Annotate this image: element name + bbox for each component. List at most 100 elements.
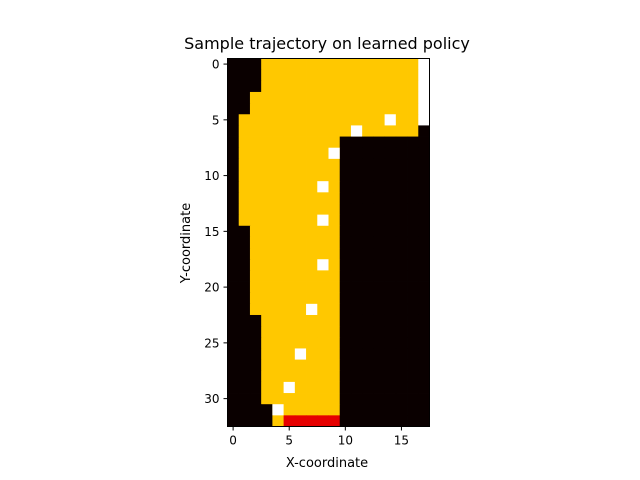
heatmap-cell-wall: [227, 281, 240, 294]
y-axis-label: Y-coordinate: [179, 203, 194, 284]
heatmap-cell-track: [384, 91, 397, 104]
heatmap-cell-wall: [350, 203, 363, 216]
heatmap-cell-track: [317, 203, 329, 216]
heatmap-cell-track: [272, 281, 285, 294]
heatmap-cell-track: [317, 281, 329, 294]
heatmap-cell-track: [373, 114, 386, 126]
heatmap-cell-wall: [362, 381, 374, 394]
heatmap-cell-wall: [227, 170, 240, 182]
heatmap-cell-track: [294, 370, 307, 383]
heatmap-cell-wall: [350, 326, 363, 338]
heatmap-cell-wall: [227, 214, 240, 227]
heatmap-cell-track: [306, 103, 318, 115]
heatmap-cell-wall: [384, 225, 397, 238]
heatmap-cell-track: [261, 281, 273, 294]
heatmap-cell-wall: [395, 158, 408, 171]
heatmap-cell-wall: [407, 248, 419, 260]
heatmap-cell-track: [272, 170, 285, 182]
heatmap-cell-track: [283, 203, 296, 216]
heatmap-cell-wall: [350, 236, 363, 249]
heatmap-cell-track: [373, 91, 386, 104]
heatmap-cell-wall: [227, 303, 240, 316]
heatmap-cell-track: [249, 281, 262, 294]
x-tick-label: 15: [394, 434, 409, 448]
heatmap-cell-track: [249, 248, 262, 260]
heatmap-cell-track: [328, 69, 341, 82]
heatmap-cell-wall: [238, 270, 251, 282]
heatmap-cell-track: [283, 225, 296, 238]
heatmap-cell-start: [283, 415, 296, 427]
heatmap-cell-wall: [227, 114, 240, 126]
heatmap-cell-track: [238, 158, 251, 171]
heatmap-cell-track: [328, 404, 341, 416]
heatmap-cell-track: [261, 158, 273, 171]
heatmap-cell-wall: [339, 281, 352, 294]
heatmap-cell-track: [261, 147, 273, 160]
heatmap-cell-wall: [238, 91, 251, 104]
heatmap-cell-wall: [362, 181, 374, 193]
heatmap-cell-track: [238, 170, 251, 182]
heatmap-cell-wall: [373, 158, 386, 171]
heatmap-cell-wall: [373, 393, 386, 405]
heatmap-cell-track: [272, 58, 285, 71]
heatmap-cell-wall: [418, 158, 430, 171]
heatmap-cell-wall: [249, 381, 262, 394]
heatmap-cell-track: [317, 348, 329, 360]
heatmap-cell-wall: [350, 292, 363, 305]
heatmap-cell-wall: [238, 103, 251, 115]
heatmap-cell-wall: [395, 359, 408, 372]
heatmap-cell-track: [306, 203, 318, 216]
heatmap-cell-wall: [384, 404, 397, 416]
heatmap-cell-wall: [350, 404, 363, 416]
heatmap-cell-wall: [384, 158, 397, 171]
heatmap-cell-track: [294, 292, 307, 305]
trajectory-point: [317, 259, 329, 271]
heatmap-cell-track: [328, 158, 341, 171]
heatmap-cell-finish: [418, 69, 430, 82]
heatmap-cell-track: [272, 270, 285, 282]
heatmap-cell-track: [328, 303, 341, 316]
heatmap-cell-track: [283, 80, 296, 93]
heatmap-cell-track: [328, 114, 341, 126]
heatmap-cell-track: [306, 181, 318, 193]
heatmap-cell-track: [249, 136, 262, 149]
heatmap-cell-wall: [407, 404, 419, 416]
heatmap-cell-wall: [362, 393, 374, 405]
heatmap-cell-wall: [339, 214, 352, 227]
heatmap-cell-track: [317, 158, 329, 171]
heatmap-cell-track: [249, 170, 262, 182]
heatmap-cell-wall: [395, 147, 408, 160]
heatmap-cell-wall: [227, 393, 240, 405]
heatmap-cell-track: [362, 58, 374, 71]
heatmap-cell-track: [283, 147, 296, 160]
heatmap-cell-wall: [350, 248, 363, 260]
trajectory-point: [317, 181, 329, 193]
heatmap-cell-wall: [373, 292, 386, 305]
heatmap-cell-wall: [407, 259, 419, 271]
y-tick-label: 5: [212, 113, 220, 127]
heatmap-cell-track: [294, 393, 307, 405]
heatmap-cell-track: [272, 91, 285, 104]
heatmap-cell-track: [261, 348, 273, 360]
heatmap-cell-wall: [373, 281, 386, 294]
heatmap-cell-wall: [384, 415, 397, 427]
heatmap-cell-track: [306, 58, 318, 71]
heatmap-cell-wall: [339, 415, 352, 427]
heatmap-cell-track: [294, 147, 307, 160]
heatmap-cell-track: [317, 114, 329, 126]
heatmap-cell-track: [283, 348, 296, 360]
heatmap-cell-wall: [418, 136, 430, 149]
y-tick-label: 15: [204, 225, 219, 239]
heatmap-cell-wall: [339, 259, 352, 271]
heatmap-cell-track: [272, 359, 285, 372]
heatmap-cell-wall: [350, 415, 363, 427]
heatmap-cell-wall: [238, 337, 251, 349]
heatmap-cell-wall: [384, 248, 397, 260]
heatmap-cell-track: [272, 326, 285, 338]
heatmap-cell-track: [395, 103, 408, 115]
heatmap-cell-finish: [418, 114, 430, 126]
heatmap-cell-wall: [384, 303, 397, 316]
heatmap-cell-wall: [418, 281, 430, 294]
heatmap-cell-track: [261, 103, 273, 115]
heatmap-cell-start: [294, 415, 307, 427]
